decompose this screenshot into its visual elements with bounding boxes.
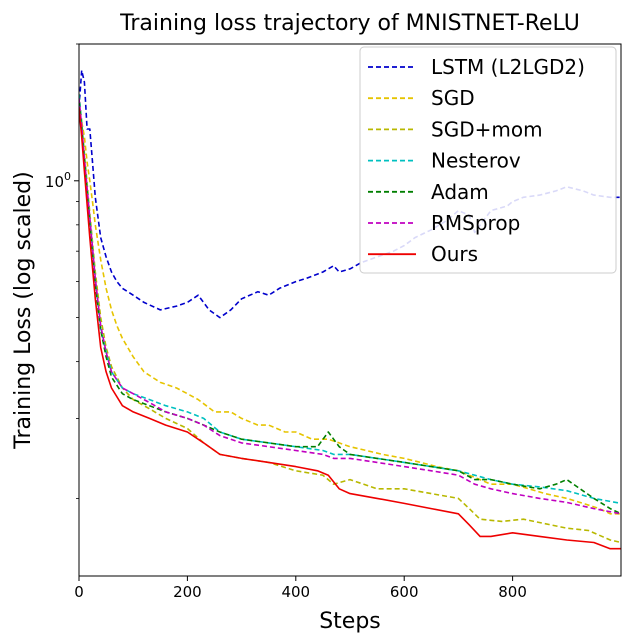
plot-frame — [78, 43, 622, 577]
legend-label: RMSprop — [431, 211, 520, 235]
series-line-sgd-mom — [79, 94, 621, 544]
x-tick-label: 0 — [74, 583, 84, 601]
series-line-sgd — [79, 114, 621, 515]
x-tick-label: 800 — [498, 583, 527, 601]
legend-label: Ours — [431, 242, 478, 266]
legend-label: Adam — [431, 180, 489, 204]
chart-title: Training loss trajectory of MNISTNET-ReL… — [119, 11, 580, 36]
legend-label: SGD+mom — [431, 117, 543, 141]
legend-label: LSTM (L2LGD2) — [431, 55, 585, 79]
series-line-rmsprop — [79, 98, 621, 515]
y-axis-label: Training Loss (log scaled) — [11, 171, 36, 449]
x-axis-label: Steps — [319, 609, 381, 634]
x-tick-label: 200 — [173, 583, 202, 601]
x-tick-label: 600 — [390, 583, 419, 601]
x-tick-label: 400 — [281, 583, 310, 601]
legend-label: SGD — [431, 86, 475, 110]
y-tick-label: 100 — [45, 170, 71, 191]
axes: 0 200 400 600 800 100 — [45, 43, 527, 601]
series-line-adam — [79, 100, 621, 515]
legend: LSTM (L2LGD2) SGD SGD+mom Nesterov Adam RMSpr… — [359, 46, 617, 274]
series-line-ours — [79, 107, 621, 550]
plot-area — [79, 69, 621, 550]
legend-label: Nesterov — [431, 149, 521, 173]
legend-box — [359, 46, 617, 274]
